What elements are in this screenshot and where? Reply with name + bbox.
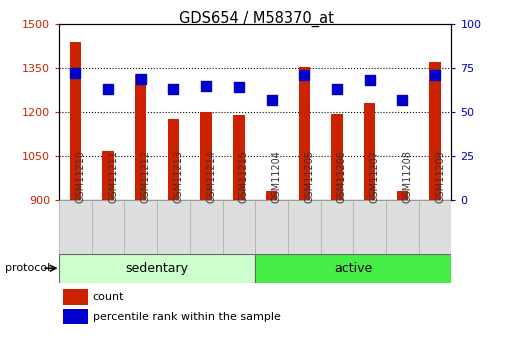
Bar	[63, 309, 88, 324]
FancyBboxPatch shape	[288, 200, 321, 254]
Text: GSM11204: GSM11204	[271, 150, 282, 203]
Text: GSM11214: GSM11214	[206, 150, 216, 203]
Bar	[397, 191, 408, 200]
Point	[104, 87, 112, 92]
FancyBboxPatch shape	[190, 200, 223, 254]
Bar	[364, 104, 376, 200]
FancyBboxPatch shape	[386, 200, 419, 254]
Text: GSM11212: GSM11212	[141, 150, 151, 203]
Text: GSM11210: GSM11210	[75, 150, 85, 203]
Point	[169, 87, 177, 92]
Bar	[59, 254, 255, 283]
FancyBboxPatch shape	[59, 200, 92, 254]
Text: GSM11205: GSM11205	[304, 150, 314, 203]
Point	[71, 71, 80, 76]
Point	[333, 87, 341, 92]
Bar	[255, 254, 451, 283]
Point	[431, 72, 439, 78]
Text: GSM11207: GSM11207	[370, 150, 380, 203]
Text: active: active	[334, 262, 372, 275]
Text: GSM11211: GSM11211	[108, 150, 118, 203]
FancyBboxPatch shape	[92, 200, 124, 254]
Text: GSM11208: GSM11208	[402, 150, 412, 203]
Text: sedentary: sedentary	[126, 262, 189, 275]
Bar	[266, 191, 278, 200]
Text: GSM11209: GSM11209	[435, 150, 445, 203]
Bar	[168, 119, 179, 200]
FancyBboxPatch shape	[321, 200, 353, 254]
Point	[235, 85, 243, 90]
Point	[267, 97, 275, 102]
Text: GSM11215: GSM11215	[239, 150, 249, 203]
Text: GDS654 / M58370_at: GDS654 / M58370_at	[179, 10, 334, 27]
Bar	[70, 42, 81, 200]
Bar	[233, 115, 245, 200]
Point	[398, 97, 406, 102]
FancyBboxPatch shape	[157, 200, 190, 254]
FancyBboxPatch shape	[124, 200, 157, 254]
Bar	[429, 62, 441, 200]
Bar	[299, 67, 310, 200]
Point	[300, 72, 308, 78]
Text: GSM11206: GSM11206	[337, 150, 347, 203]
FancyBboxPatch shape	[223, 200, 255, 254]
Text: GSM11213: GSM11213	[173, 150, 184, 203]
Point	[136, 76, 145, 81]
Point	[366, 78, 374, 83]
Bar	[201, 112, 212, 200]
FancyBboxPatch shape	[255, 200, 288, 254]
Bar	[63, 289, 88, 305]
FancyBboxPatch shape	[353, 200, 386, 254]
Text: protocol: protocol	[5, 263, 50, 273]
Bar	[135, 74, 147, 200]
Text: count: count	[93, 292, 124, 302]
FancyBboxPatch shape	[419, 200, 451, 254]
Bar	[102, 151, 114, 200]
Text: percentile rank within the sample: percentile rank within the sample	[93, 312, 281, 322]
Point	[202, 83, 210, 89]
Bar	[331, 114, 343, 200]
